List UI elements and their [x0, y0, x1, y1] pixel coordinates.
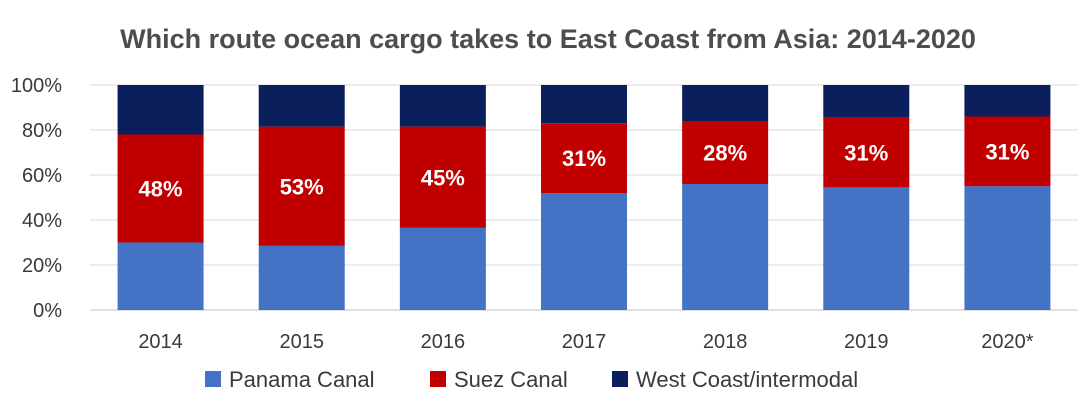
y-axis: 0% 20% 40% 60% 80% 100% — [11, 75, 62, 322]
data-label: 45% — [421, 165, 465, 190]
data-label: 31% — [562, 146, 606, 171]
bar-west-coast-intermodal — [823, 85, 910, 118]
legend-label: Suez Canal — [454, 367, 568, 392]
legend-swatch — [430, 371, 446, 387]
data-label: 31% — [985, 139, 1029, 164]
bar-panama-canal — [682, 184, 769, 310]
chart-title: Which route ocean cargo takes to East Co… — [120, 24, 976, 54]
bars — [117, 85, 1051, 310]
x-axis: 2014 2015 2016 2017 2018 2019 2020* — [138, 331, 1033, 353]
bar-panama-canal — [964, 186, 1051, 310]
x-tick-label: 2019 — [844, 331, 889, 353]
bar-panama-canal — [541, 193, 627, 310]
bar-suez-canal — [117, 134, 204, 243]
bar-suez-canal — [258, 126, 345, 246]
y-tick-label: 100% — [11, 75, 62, 97]
bar-suez-canal — [399, 126, 486, 228]
y-tick-label: 60% — [22, 165, 62, 187]
y-tick-label: 0% — [33, 300, 62, 322]
x-tick-label: 2015 — [279, 331, 324, 353]
data-label: 31% — [844, 141, 888, 166]
bar-panama-canal — [258, 245, 345, 310]
data-label: 28% — [703, 141, 747, 166]
x-tick-label: 2020* — [981, 331, 1033, 353]
bar-panama-canal — [823, 187, 910, 310]
data-label: 53% — [280, 174, 324, 199]
bar-suez-canal — [682, 121, 769, 184]
legend-label: West Coast/intermodal — [636, 367, 858, 392]
bar-suez-canal — [823, 117, 910, 188]
bar-suez-canal — [541, 123, 627, 193]
y-tick-label: 20% — [22, 255, 62, 277]
legend-label: Panama Canal — [229, 367, 375, 392]
data-label: 48% — [139, 177, 183, 202]
y-tick-label: 80% — [22, 120, 62, 142]
x-tick-label: 2016 — [421, 331, 466, 353]
bar-west-coast-intermodal — [258, 85, 345, 127]
legend-swatch — [612, 371, 628, 387]
y-tick-label: 40% — [22, 210, 62, 232]
bar-west-coast-intermodal — [964, 85, 1051, 117]
bar-panama-canal — [117, 242, 204, 310]
x-tick-label: 2014 — [138, 331, 183, 353]
data-labels: 48% 53% 45% 31% 28% 31% 31% — [139, 139, 1030, 201]
bar-suez-canal — [964, 116, 1051, 187]
bar-west-coast-intermodal — [541, 85, 627, 124]
bar-west-coast-intermodal — [399, 85, 486, 127]
x-tick-label: 2018 — [703, 331, 748, 353]
bar-panama-canal — [399, 227, 486, 310]
legend-swatch — [205, 371, 221, 387]
bar-west-coast-intermodal — [682, 85, 769, 121]
legend: Panama Canal Suez Canal West Coast/intermo… — [205, 367, 858, 392]
bar-west-coast-intermodal — [117, 85, 204, 135]
x-tick-label: 2017 — [562, 331, 607, 353]
